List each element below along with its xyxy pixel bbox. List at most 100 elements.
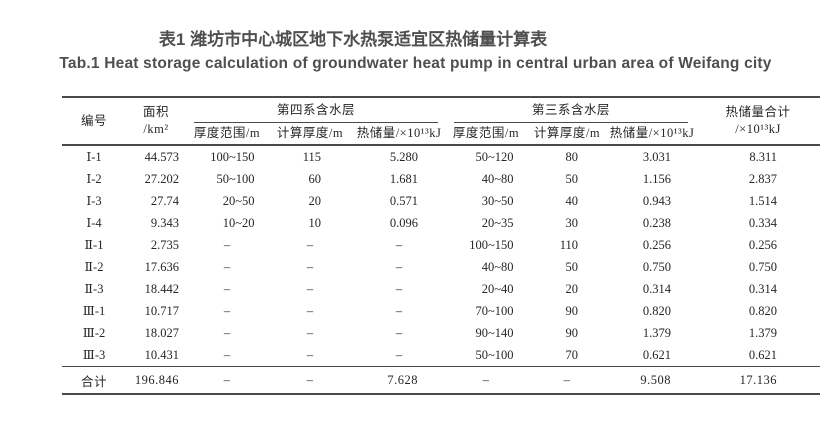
row-id-cell: Ⅱ-3	[84, 282, 104, 296]
value-cell: 1.379	[748, 325, 778, 340]
value-cell: 0.820	[642, 303, 672, 318]
value-cell: –	[306, 347, 314, 362]
value-cell: 3.031	[642, 149, 672, 164]
row-id-cell: Ⅲ-2	[82, 326, 106, 340]
header-area: 面积 /km²	[126, 97, 186, 145]
header-total-line1: 热储量合计	[725, 105, 791, 120]
value-cell: 90	[565, 303, 579, 318]
value-cell: 0.750	[642, 259, 672, 274]
value-cell: –	[223, 303, 231, 318]
value-cell: 10~20	[222, 215, 255, 230]
value-cell: 100~150	[210, 149, 255, 164]
value-cell: 40~80	[481, 171, 514, 186]
value-cell: –	[306, 281, 314, 296]
table-title-en: Tab.1 Heat storage calculation of ground…	[59, 55, 772, 72]
value-cell: 0.256	[642, 237, 672, 252]
row-id-cell: Ⅱ-2	[84, 260, 104, 274]
header-total-line2: /×10¹³kJ	[735, 122, 781, 136]
subheader-heat-storage-q: 热储量/×10¹³kJ	[356, 126, 442, 141]
value-cell: 5.280	[389, 149, 418, 164]
value-cell: 0.256	[748, 237, 778, 252]
value-cell: 90	[565, 325, 579, 340]
subheader-heat-storage-t: 热储量/×10¹³kJ	[609, 126, 695, 141]
value-cell: 20	[308, 193, 322, 208]
value-cell: 18.442	[144, 281, 179, 296]
value-cell: 40~80	[481, 259, 514, 274]
value-cell: 1.514	[748, 193, 778, 208]
total-value-cell: 196.846	[126, 366, 186, 394]
header-group-tertiary: 第三系含水层	[446, 97, 696, 123]
total-value-cell: 9.508	[608, 366, 697, 394]
value-cell: 20~50	[222, 193, 255, 208]
table-footer: 合计 196.846– –7.628– –9.508 17.136	[62, 366, 821, 394]
header-group-tertiary-label: 第三系含水层	[532, 103, 611, 118]
value-cell: 70	[565, 347, 579, 362]
value-cell: 1.379	[642, 325, 672, 340]
total-value-cell: –	[186, 366, 268, 394]
value-cell: –	[223, 325, 231, 340]
value-cell: 50~100	[216, 171, 255, 186]
value-cell: 0.314	[642, 281, 672, 296]
table-row: Ⅱ-3 18.442 – – – 20~40 20 0.314 0.314	[62, 278, 820, 300]
row-id-cell: Ⅱ-1	[84, 238, 104, 252]
value-cell: –	[306, 325, 314, 340]
header-group-quaternary: 第四系含水层	[186, 97, 446, 123]
value-cell: 60	[308, 171, 322, 186]
value-cell: –	[223, 281, 231, 296]
table-row: Ⅰ-1 44.573 100~150 115 5.280 50~120 80 3.031 8.3…	[62, 145, 820, 168]
row-id-cell: Ⅲ-1	[82, 304, 106, 318]
value-cell: 0.096	[389, 215, 418, 230]
value-cell: 2.735	[150, 237, 179, 252]
value-cell: 44.573	[144, 149, 179, 164]
total-value-cell: 17.136	[696, 366, 821, 394]
value-cell: 27.202	[144, 171, 179, 186]
value-cell: 0.238	[642, 215, 672, 230]
row-id-cell: 合计	[62, 366, 126, 394]
table-row: Ⅰ-3 27.74 20~50 20 0.571 30~50 40 0.943 1.514	[62, 190, 820, 212]
group-underline	[454, 122, 689, 123]
value-cell: 90~140	[475, 325, 514, 340]
value-cell: –	[395, 303, 403, 318]
value-cell: 20~40	[481, 281, 514, 296]
value-cell: –	[395, 237, 403, 252]
value-cell: 0.314	[748, 281, 778, 296]
value-cell: 10.717	[144, 303, 179, 318]
total-value-cell: –	[526, 366, 609, 394]
value-cell: 50~120	[475, 149, 514, 164]
value-cell: –	[395, 325, 403, 340]
group-underline	[194, 122, 439, 123]
row-id-cell: Ⅰ-1	[86, 150, 102, 164]
value-cell: –	[306, 237, 314, 252]
row-id-cell: Ⅰ-3	[86, 194, 102, 208]
value-cell: 50	[565, 259, 579, 274]
table-row: Ⅲ-1 10.717 – – – 70~100 90 0.820 0.820	[62, 300, 820, 322]
value-cell: 0.571	[389, 193, 418, 208]
header-area-line1: 面积	[142, 105, 169, 120]
table-row: Ⅱ-1 2.735 – – – 100~150 110 0.256 0.256	[62, 234, 820, 256]
value-cell: –	[223, 347, 231, 362]
row-id-cell: Ⅲ-3	[82, 348, 106, 362]
table-header: 编号 面积 /km² 第四系含水层 第三系含水层 热储量合计 /×10¹³kJ	[62, 97, 821, 145]
table-row: Ⅱ-2 17.636 – – – 40~80 50 0.750 0.750	[62, 256, 820, 278]
value-cell: 0.621	[748, 347, 778, 362]
header-group-quaternary-label: 第四系含水层	[277, 103, 356, 118]
value-cell: 0.943	[642, 193, 672, 208]
value-cell: 50	[565, 171, 579, 186]
value-cell: 9.343	[150, 215, 179, 230]
value-cell: 1.681	[389, 171, 418, 186]
value-cell: 10	[308, 215, 322, 230]
subheader-thickness-range-q: 厚度范围/m	[193, 126, 261, 141]
total-value-cell: 7.628	[352, 366, 447, 394]
heat-storage-table: 编号 面积 /km² 第四系含水层 第三系含水层 热储量合计 /×10¹³kJ	[62, 96, 821, 395]
value-cell: –	[223, 259, 231, 274]
value-cell: –	[306, 303, 314, 318]
value-cell: 0.334	[748, 215, 778, 230]
row-id-cell: Ⅰ-2	[86, 172, 102, 186]
value-cell: –	[223, 237, 231, 252]
value-cell: 17.636	[144, 259, 179, 274]
value-cell: 50~100	[475, 347, 514, 362]
value-cell: –	[306, 259, 314, 274]
value-cell: 70~100	[475, 303, 514, 318]
subheader-thickness-range-t: 厚度范围/m	[452, 126, 520, 141]
